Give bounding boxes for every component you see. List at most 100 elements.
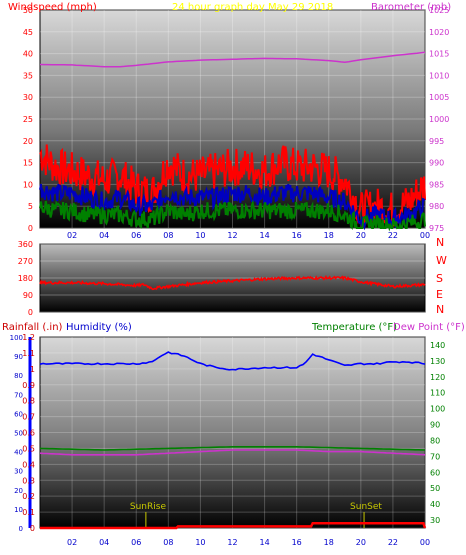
- temperature-line: [39, 445, 426, 451]
- wind-x-tick-label: 20: [356, 231, 366, 240]
- wind-tick-label: 10: [23, 180, 33, 189]
- direction-tick-label: 90: [23, 291, 33, 300]
- temperature-tick-label: 70: [430, 452, 440, 461]
- temperature-tick-label: 90: [430, 421, 440, 430]
- rain-x-tick-label: 08: [163, 538, 173, 547]
- rainfall-tick-label: 0.1: [22, 508, 35, 517]
- wind-x-tick-label: 12: [227, 231, 237, 240]
- direction-tick-label: 270: [18, 257, 33, 266]
- temperature-label: Temperature (°F): [311, 322, 397, 333]
- humidity-tick-label: 40: [14, 449, 23, 457]
- wind-gust-line: [39, 144, 426, 229]
- barometer-label: Barometer (mb): [371, 2, 451, 13]
- humidity-tick-label: 100: [10, 334, 23, 342]
- rainfall-label: Rainfall (.in): [2, 322, 63, 333]
- rainfall-tick-label: 0.7: [22, 413, 35, 422]
- wind-x-tick-label: 00: [420, 231, 430, 240]
- rain-x-tick-label: 10: [195, 538, 205, 547]
- humidity-tick-label: 0: [19, 525, 23, 533]
- temperature-tick-label: 80: [430, 436, 440, 445]
- wind-tick-label: 45: [23, 28, 33, 37]
- rainfall-tick-label: 0.9: [22, 381, 35, 390]
- rainfall-tick-label: 0: [30, 524, 35, 533]
- direction-tick-label: 180: [18, 274, 33, 283]
- rainfall-tick-label: 1: [30, 365, 35, 374]
- wind-low-line: [39, 199, 426, 232]
- barometer-tick-label: 985: [429, 180, 444, 189]
- rain-x-tick-label: 00: [420, 538, 430, 547]
- wind-x-tick-label: 14: [259, 231, 269, 240]
- wind-x-tick-label: 04: [99, 231, 109, 240]
- barometer-tick-label: 1015: [429, 50, 449, 59]
- chart-title: 24 hour graph day May 29 2018: [172, 2, 333, 13]
- compass-label: E: [436, 288, 443, 301]
- wind-x-tick-label: 16: [292, 231, 302, 240]
- rain-series: [39, 351, 427, 530]
- temperature-tick-label: 50: [430, 484, 440, 493]
- barometer-tick-label: 990: [429, 159, 444, 168]
- wind-x-tick-label: 10: [195, 231, 205, 240]
- barometer-tick-label: 975: [429, 224, 444, 233]
- direction-tick-label: 0: [28, 308, 33, 317]
- temperature-tick-label: 140: [430, 341, 445, 350]
- rain-x-tick-label: 02: [67, 538, 77, 547]
- rain-x-tick-label: 04: [99, 538, 109, 547]
- humidity-tick-label: 30: [14, 468, 23, 476]
- humidity-line: [39, 351, 426, 371]
- temperature-tick-label: 120: [430, 373, 445, 382]
- barometer-tick-label: 980: [429, 202, 444, 211]
- direction-tick-label: 360: [18, 240, 33, 249]
- wind-tick-label: 35: [23, 71, 33, 80]
- wind-tick-label: 5: [28, 202, 33, 211]
- dewpoint-label: Dew Point (°F): [393, 322, 465, 333]
- wind-tick-label: 0: [28, 224, 33, 233]
- rainfall-tick-label: 1.1: [22, 349, 35, 358]
- barometer-tick-label: 995: [429, 137, 444, 146]
- rainfall-tick-label: 0.3: [22, 476, 35, 485]
- windspeed-label: Windspeed (mph): [8, 2, 97, 13]
- wind-x-tick-label: 06: [131, 231, 141, 240]
- direction-plot-area: [39, 243, 426, 313]
- rain-x-tick-label: 16: [292, 538, 302, 547]
- humidity-label: Humidity (%): [66, 322, 132, 333]
- rain-x-tick-label: 14: [259, 538, 269, 547]
- sunrise-annotation: SunRise: [130, 502, 167, 512]
- barometer-tick-label: 1000: [429, 115, 449, 124]
- barometer-tick-label: 1020: [429, 28, 449, 37]
- wind-x-tick-label: 18: [324, 231, 334, 240]
- humidity-tick-label: 70: [14, 391, 23, 399]
- wind-tick-label: 25: [23, 115, 33, 124]
- wind-tick-label: 20: [23, 137, 33, 146]
- compass-label: N: [436, 236, 444, 249]
- barometer-line: [39, 51, 426, 68]
- barometer-tick-label: 1005: [429, 93, 449, 102]
- rainfall-tick-label: 1.2: [22, 333, 35, 342]
- wind-tick-label: 30: [23, 93, 33, 102]
- rainfall-tick-label: 0.2: [22, 492, 35, 501]
- wind-avg-line: [39, 183, 426, 231]
- temperature-tick-label: 110: [430, 389, 445, 398]
- humidity-tick-label: 10: [14, 506, 23, 514]
- rain-x-tick-label: 12: [227, 538, 237, 547]
- dewpoint-line: [39, 449, 426, 456]
- temperature-tick-label: 40: [430, 500, 440, 509]
- humidity-tick-label: 90: [14, 353, 23, 361]
- wind-tick-label: 40: [23, 50, 33, 59]
- wind-series: [39, 51, 426, 232]
- wind-tick-label: 15: [23, 159, 33, 168]
- wind-tick-label: 50: [23, 6, 33, 15]
- rain-grid: [28, 336, 426, 529]
- humidity-tick-label: 60: [14, 410, 23, 418]
- temperature-tick-label: 60: [430, 468, 440, 477]
- wind-x-tick-label: 08: [163, 231, 173, 240]
- rainfall-tick-label: 0.4: [22, 460, 35, 469]
- rain-x-tick-label: 20: [356, 538, 366, 547]
- rainfall-line: [40, 521, 427, 530]
- humidity-tick-label: 20: [14, 487, 23, 495]
- tick-labels: 0510152025303540455097598098599099510001…: [10, 6, 450, 547]
- rain-x-tick-label: 18: [324, 538, 334, 547]
- temperature-tick-label: 130: [430, 357, 445, 366]
- temperature-tick-label: 30: [430, 516, 440, 525]
- rain-x-tick-label: 22: [388, 538, 398, 547]
